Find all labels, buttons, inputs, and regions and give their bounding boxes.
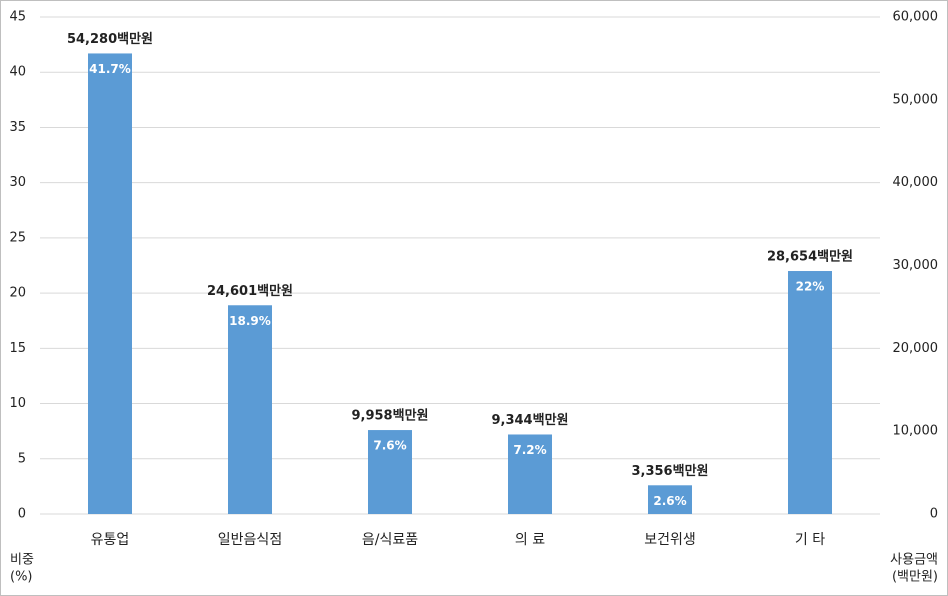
y-tick-label: 10 <box>9 396 26 411</box>
bar-percent-label: 7.6% <box>373 439 406 453</box>
y2-tick-label: 30,000 <box>893 258 939 273</box>
bar <box>508 434 552 514</box>
y-tick-label: 20 <box>9 286 26 301</box>
y-tick-label: 45 <box>9 10 26 25</box>
y-axis-title: 비중 <box>10 553 34 568</box>
y-tick-label: 40 <box>9 65 26 80</box>
bar-amount-label: 28,654백만원 <box>767 249 853 265</box>
y-tick-label: 25 <box>9 230 26 245</box>
bar-amount-label: 54,280백만원 <box>67 31 153 47</box>
bar-amount-label: 24,601백만원 <box>207 283 293 299</box>
y2-tick-label: 50,000 <box>893 92 939 107</box>
y2-axis-title: (백만원) <box>892 570 938 585</box>
x-tick-label: 유통업 <box>91 532 130 548</box>
bar-amount-label: 9,344백만원 <box>491 412 568 428</box>
y-tick-label: 35 <box>9 120 26 135</box>
bar <box>228 305 272 514</box>
y2-tick-label: 0 <box>930 507 938 522</box>
bar-percent-label: 41.7% <box>89 62 131 76</box>
y-tick-label: 5 <box>18 451 26 466</box>
bar-amount-label: 3,356백만원 <box>631 463 708 479</box>
y2-tick-label: 10,000 <box>893 424 939 439</box>
y-tick-label: 30 <box>9 175 26 190</box>
y-axis-title: (%) <box>10 570 33 585</box>
bar-percent-label: 18.9% <box>229 314 271 328</box>
y2-axis-title: 사용금액 <box>890 553 938 568</box>
bar-percent-label: 2.6% <box>653 494 686 508</box>
bar-percent-label: 7.2% <box>513 443 546 457</box>
x-tick-label: 음/식료품 <box>362 532 418 548</box>
y-tick-label: 15 <box>9 341 26 356</box>
x-tick-label: 기 타 <box>795 532 825 548</box>
y2-tick-label: 40,000 <box>893 175 939 190</box>
y2-tick-label: 20,000 <box>893 341 939 356</box>
y2-tick-label: 60,000 <box>893 10 939 25</box>
bar-amount-label: 9,958백만원 <box>351 408 428 424</box>
x-tick-label: 의 료 <box>515 532 545 548</box>
y-tick-label: 0 <box>18 507 26 522</box>
x-tick-label: 일반음식점 <box>218 532 282 548</box>
bar <box>648 485 692 514</box>
bar <box>368 430 412 514</box>
x-tick-label: 보건위생 <box>644 532 696 548</box>
bar <box>788 271 832 514</box>
bar <box>88 53 132 515</box>
bar-percent-label: 22% <box>796 280 825 294</box>
